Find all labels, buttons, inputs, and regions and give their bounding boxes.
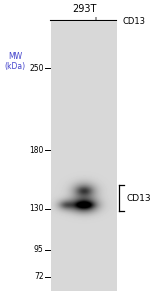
Text: CD13: CD13 [127, 194, 150, 203]
Text: 130: 130 [29, 204, 44, 213]
Text: 250: 250 [29, 64, 44, 73]
Text: +: + [91, 16, 99, 26]
Text: CD13: CD13 [122, 17, 145, 26]
FancyBboxPatch shape [51, 21, 117, 291]
Text: 95: 95 [34, 245, 44, 254]
Text: −: − [62, 16, 70, 26]
Text: 180: 180 [29, 146, 44, 155]
Text: 293T: 293T [72, 4, 96, 14]
Text: 72: 72 [34, 272, 43, 281]
Text: MW
(kDa): MW (kDa) [4, 52, 26, 71]
